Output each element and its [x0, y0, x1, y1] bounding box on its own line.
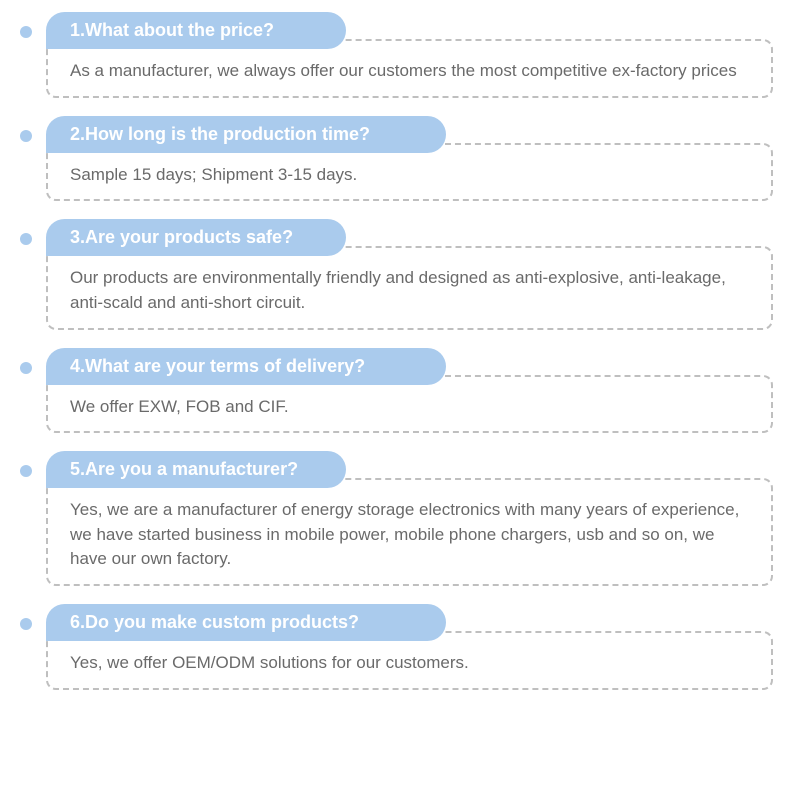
faq-item-1: 1.What about the price? As a manufacture… [20, 12, 773, 98]
faq-question: 4.What are your terms of delivery? [46, 348, 446, 385]
bullet-icon [20, 465, 32, 477]
faq-question: 6.Do you make custom products? [46, 604, 446, 641]
faq-item-3: 3.Are your products safe? Our products a… [20, 219, 773, 329]
faq-answer: Our products are environmentally friendl… [46, 246, 773, 329]
faq-item-6: 6.Do you make custom products? Yes, we o… [20, 604, 773, 690]
bullet-icon [20, 233, 32, 245]
faq-item-4: 4.What are your terms of delivery? We of… [20, 348, 773, 434]
faq-item-5: 5.Are you a manufacturer? Yes, we are a … [20, 451, 773, 586]
faq-item-2: 2.How long is the production time? Sampl… [20, 116, 773, 202]
faq-question: 1.What about the price? [46, 12, 346, 49]
bullet-icon [20, 26, 32, 38]
bullet-icon [20, 618, 32, 630]
faq-question: 2.How long is the production time? [46, 116, 446, 153]
faq-question: 5.Are you a manufacturer? [46, 451, 346, 488]
faq-question: 3.Are your products safe? [46, 219, 346, 256]
faq-answer: Yes, we are a manufacturer of energy sto… [46, 478, 773, 586]
bullet-icon [20, 362, 32, 374]
bullet-icon [20, 130, 32, 142]
